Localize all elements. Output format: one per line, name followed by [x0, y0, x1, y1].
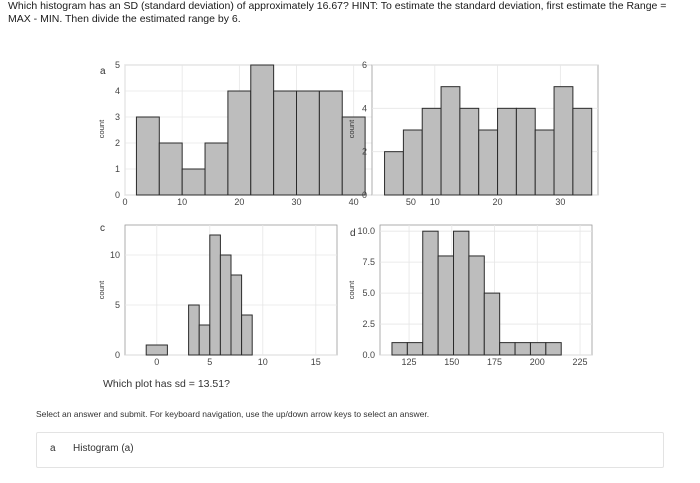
histogram-bar — [198, 324, 211, 356]
histogram-bar — [483, 292, 501, 356]
histogram-bar — [188, 304, 200, 356]
instructions-text: Select an answer and submit. For keyboar… — [36, 409, 430, 419]
histogram-b: 0 2 4 6 10 20 30 count — [347, 60, 599, 207]
question-line-1: Which histogram has an SD (standard devi… — [8, 0, 667, 12]
histogram-bar — [421, 107, 442, 196]
x-tick-label: 30 — [292, 197, 302, 207]
histogram-bar — [296, 90, 320, 196]
x-tick-label: 10 — [430, 197, 440, 207]
y-tick-label: 0.0 — [362, 350, 375, 360]
question-line-2: MAX - MIN. Then divide the estimated ran… — [8, 13, 241, 25]
histogram-figure-svg: a b c d Which plot has sd = 13.51? 01234… — [97, 60, 599, 390]
histogram-bar — [515, 107, 536, 196]
x-tick-label: 150 — [444, 357, 459, 367]
histogram-bar — [158, 142, 183, 196]
histogram-bar — [529, 342, 547, 356]
histogram-bar — [250, 64, 275, 196]
x-tick-label: 200 — [530, 357, 545, 367]
y-tick-label: 10 — [110, 250, 120, 260]
y-tick-label: 4 — [362, 103, 367, 113]
histogram-bar — [453, 230, 470, 356]
histogram-bar — [181, 168, 206, 196]
histogram-bar — [391, 342, 408, 356]
question-text: Which histogram has an SD (standard devi… — [8, 0, 694, 26]
y-tick-label: 7.5 — [362, 257, 375, 267]
histogram-bar — [468, 255, 485, 356]
histogram-bar — [219, 254, 232, 356]
histogram-bar — [241, 314, 253, 356]
panel-label-c: c — [100, 223, 105, 234]
y-tick-label: 5 — [115, 60, 120, 70]
x-tick-label: 15 — [311, 357, 321, 367]
histogram-bar — [497, 107, 517, 196]
histogram-bar — [478, 129, 499, 196]
y-tick-label: 0 — [362, 190, 367, 200]
y-tick-label: 2.5 — [362, 319, 375, 329]
y-axis-label: count — [347, 280, 356, 299]
answer-option-a[interactable]: a Histogram (a) — [36, 432, 664, 468]
histogram-bar — [406, 342, 424, 356]
histogram-bar — [422, 230, 439, 356]
histogram-bar — [204, 142, 229, 196]
y-tick-label: 6 — [362, 60, 367, 70]
figure-subquestion: Which plot has sd = 13.51? — [103, 378, 230, 390]
histogram-bar — [145, 344, 168, 356]
y-tick-label: 1 — [115, 164, 120, 174]
x-tick-label: 30 — [555, 197, 565, 207]
y-tick-label: 0 — [115, 190, 120, 200]
y-axis-label: count — [97, 119, 106, 138]
x-tick-label: 20 — [493, 197, 503, 207]
x-tick-label: 10 — [177, 197, 187, 207]
answer-option-label: Histogram (a) — [73, 443, 134, 454]
histogram-bar — [440, 86, 461, 196]
histogram-bar — [437, 255, 455, 356]
x-tick-label: 50 — [406, 197, 416, 207]
histogram-bar — [341, 116, 366, 196]
histogram-bar — [227, 90, 252, 196]
y-tick-label: 2 — [115, 138, 120, 148]
x-tick-label: 40 — [349, 197, 359, 207]
y-axis-label: count — [97, 280, 106, 299]
y-tick-label: 0 — [115, 350, 120, 360]
x-tick-label: 0 — [122, 197, 127, 207]
y-tick-label: 3 — [115, 112, 120, 122]
histogram-bar — [459, 107, 480, 196]
panel-label-d: d — [350, 228, 356, 239]
y-axis-label: count — [347, 119, 356, 138]
x-tick-label: 0 — [154, 357, 159, 367]
y-tick-label: 5.0 — [362, 288, 375, 298]
x-tick-label: 20 — [234, 197, 244, 207]
histogram-bar — [318, 90, 343, 196]
x-tick-label: 5 — [207, 357, 212, 367]
histogram-bar — [402, 129, 423, 196]
x-tick-label: 125 — [402, 357, 417, 367]
y-tick-label: 4 — [115, 86, 120, 96]
histogram-figure: a b c d Which plot has sd = 13.51? 01234… — [0, 36, 700, 396]
histogram-bar — [209, 234, 221, 356]
histogram-bar — [545, 342, 562, 356]
x-tick-label: 175 — [487, 357, 502, 367]
histogram-bar — [273, 90, 298, 196]
histogram-bar — [230, 274, 243, 356]
histogram-c: 0 5 10 0 5 10 15 count — [97, 224, 338, 367]
y-tick-label: 2 — [362, 147, 367, 157]
panel-label-a: a — [100, 66, 106, 77]
histogram-bar — [553, 86, 574, 196]
histogram-bar — [499, 342, 516, 356]
histogram-bar — [135, 116, 160, 196]
histogram-d: 0.0 2.5 5.0 7.5 10.0 125 150 175 200 225 count — [347, 224, 593, 367]
x-tick-label: 10 — [258, 357, 268, 367]
histogram-bar — [514, 342, 531, 356]
histogram-bar — [384, 151, 404, 196]
histogram-bar — [572, 107, 593, 196]
y-tick-label: 10.0 — [357, 226, 375, 236]
answer-option-letter: a — [50, 443, 56, 454]
y-tick-label: 5 — [115, 300, 120, 310]
x-tick-label: 225 — [573, 357, 588, 367]
histogram-bar — [534, 129, 555, 196]
